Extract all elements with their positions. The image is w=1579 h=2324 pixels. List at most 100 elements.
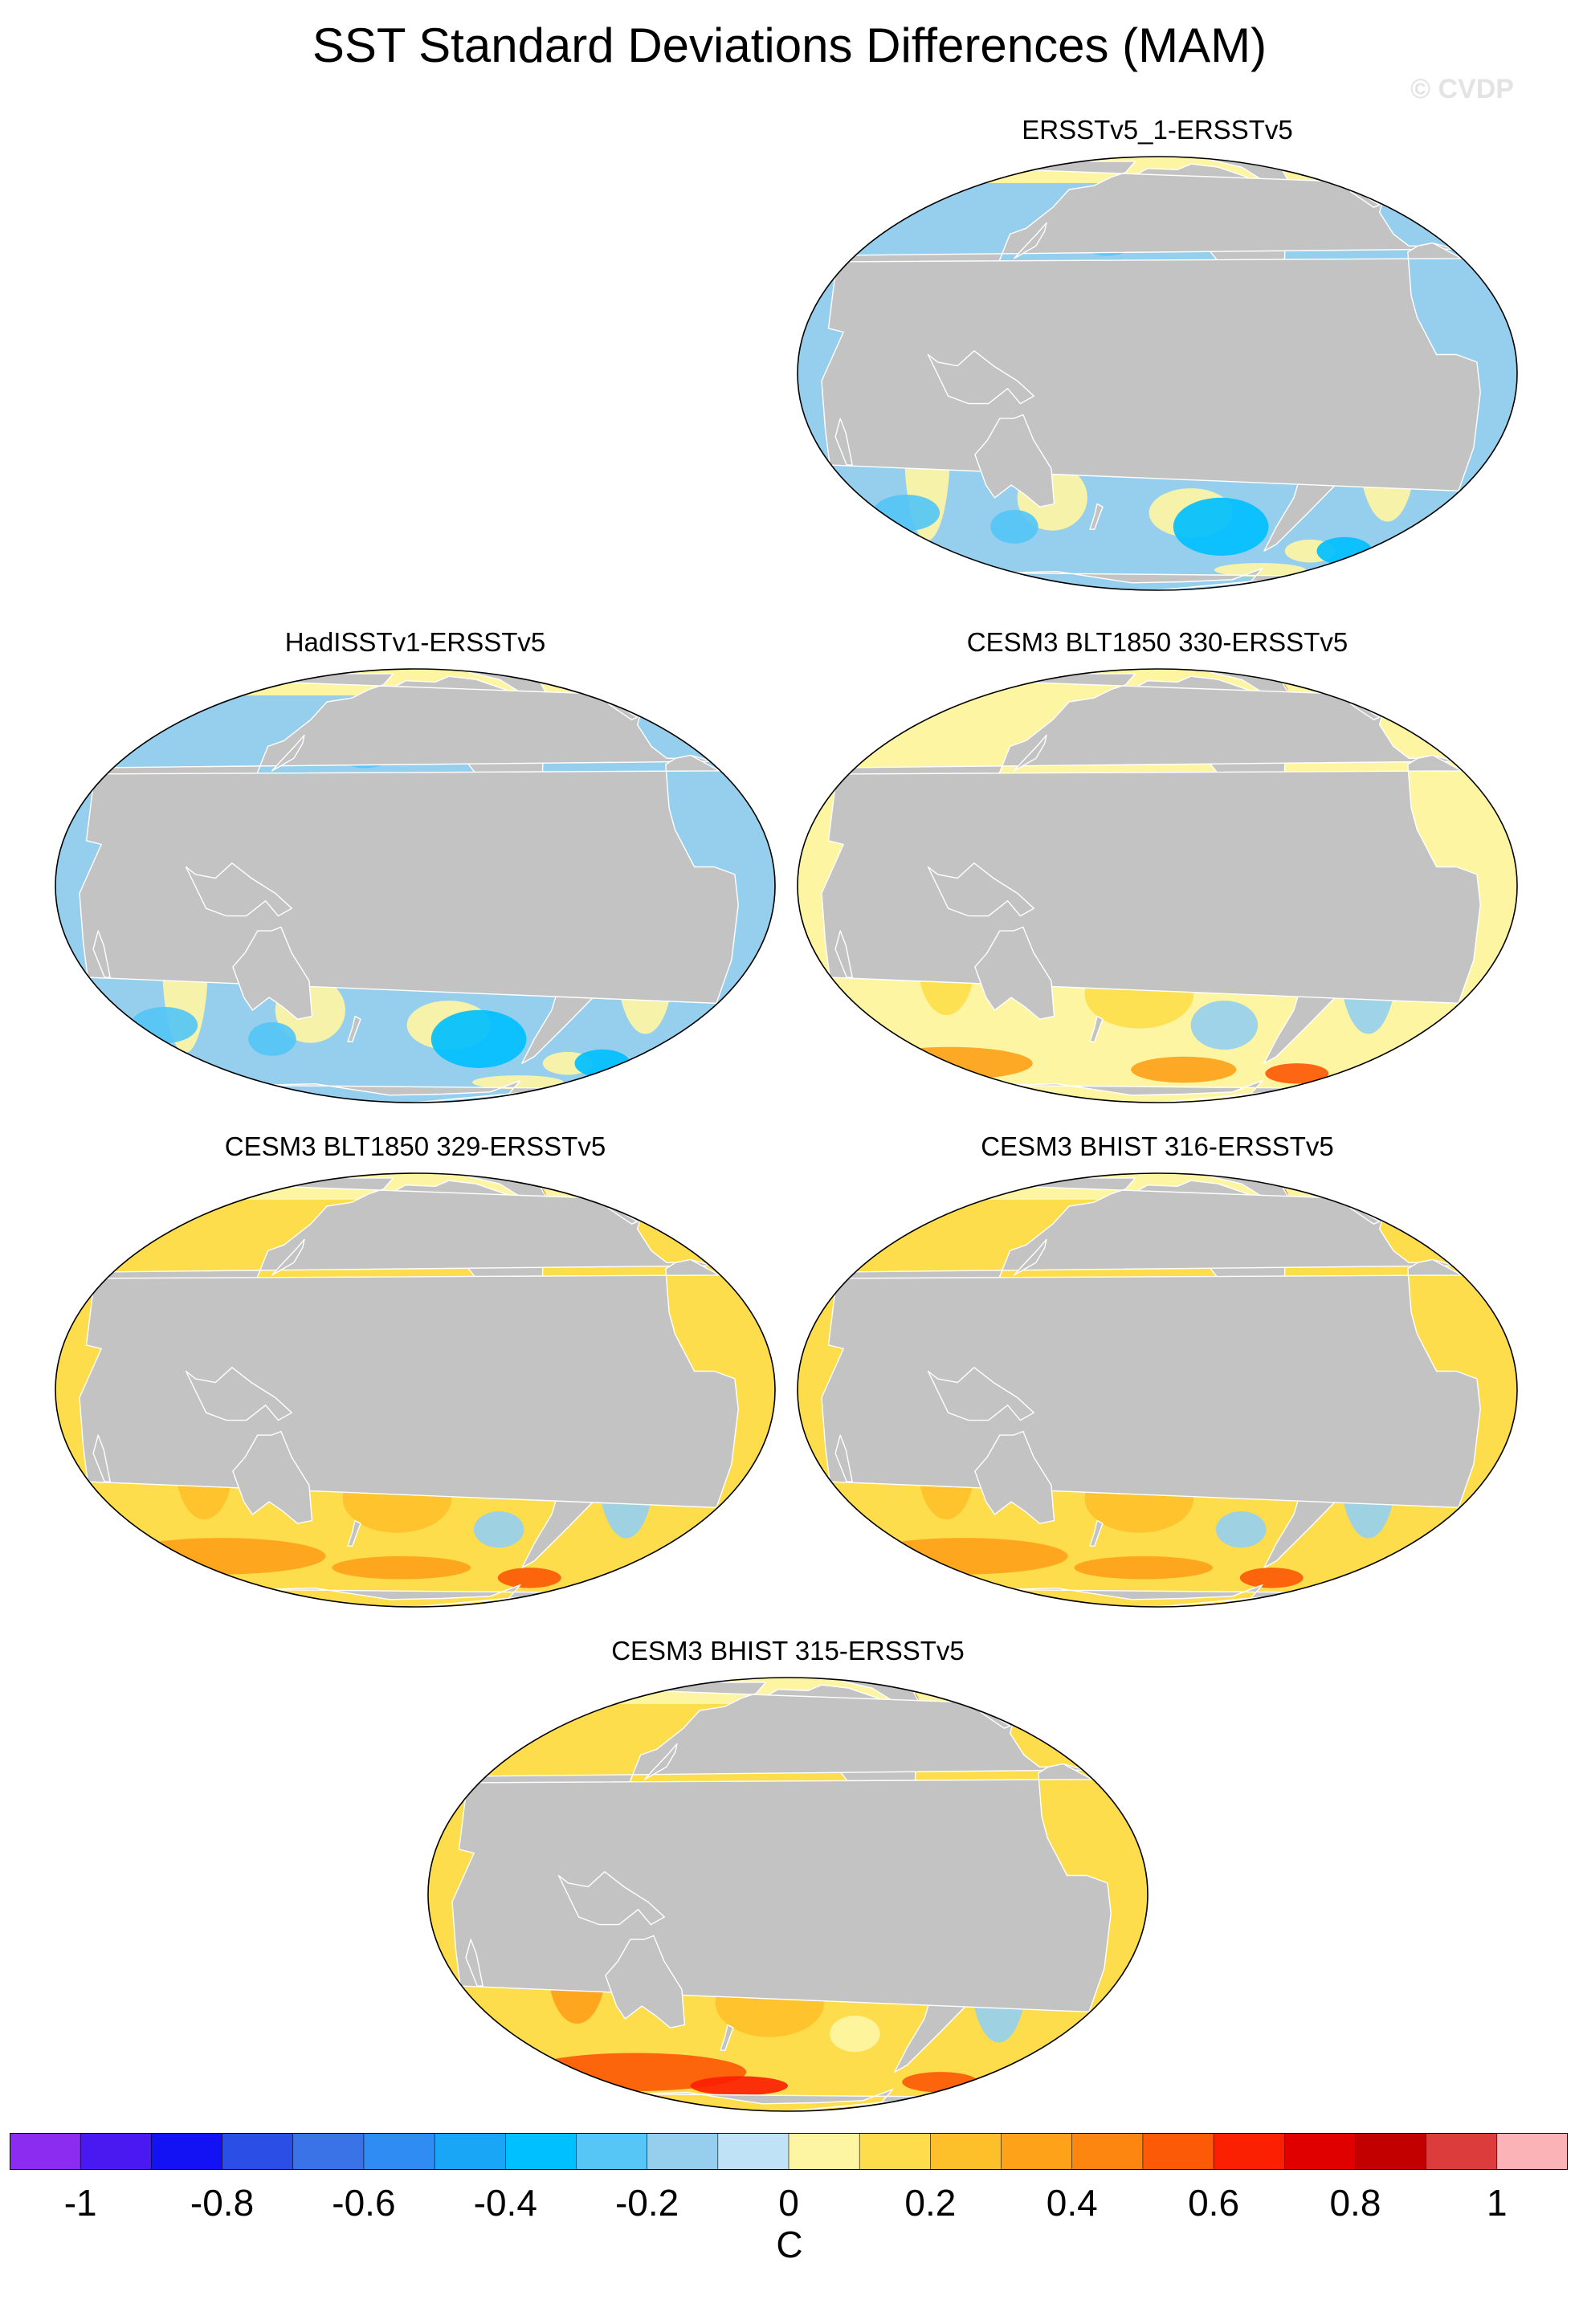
anomaly-patch (1215, 1511, 1267, 1548)
land-australia (974, 926, 1055, 1020)
land-newZealand (347, 1519, 361, 1547)
land-masses (451, 1678, 1112, 2111)
anomaly-patch (859, 1538, 1068, 1575)
map-panel-cesm3-blt1850-330: CESM3 BLT1850 330-ERSSTv5 (792, 626, 1523, 1108)
land-indonesia (927, 862, 1034, 917)
colorbar-tick-labels: -1 -0.8 -0.6 -0.4 -0.2 0 0.2 0.4 0.6 0.8 1 (0, 2181, 1579, 2229)
anomaly-patch (1173, 497, 1269, 556)
colorbar-tick-label: -0.8 (190, 2182, 255, 2224)
land-japan (1014, 1238, 1047, 1276)
colorbar-swatch (1001, 2133, 1073, 2170)
anomaly-patch (497, 1568, 561, 1588)
land-madagascar (92, 930, 111, 978)
anomaly-patch (473, 1511, 524, 1548)
colorbar-tick-label: 0.6 (1188, 2182, 1240, 2224)
colorbar-swatch (1496, 2133, 1568, 2170)
colorbar-tick-label: 0.4 (1046, 2182, 1098, 2224)
land-masses (821, 157, 1481, 590)
sst-difference-map (797, 668, 1518, 1103)
colorbar-swatch (647, 2133, 719, 2170)
colorbar-swatch (363, 2133, 435, 2170)
colorbar (10, 2133, 1568, 2170)
anomaly-patch (430, 1009, 527, 1068)
land-masses (821, 670, 1481, 1103)
anomaly-patch (872, 495, 940, 532)
anomaly-patch (248, 1021, 296, 1056)
colorbar-swatch (1355, 2133, 1427, 2170)
panel-title: CESM3 BLT1850 330-ERSSTv5 (966, 627, 1348, 657)
colorbar-tick-label: 0 (778, 2182, 799, 2224)
anomaly-patch (332, 1555, 471, 1580)
colorbar-tick-label: -0.2 (614, 2182, 679, 2224)
land-japan (1014, 222, 1047, 259)
land-africa (451, 1763, 1112, 2016)
land-japan (644, 1743, 678, 1780)
colorbar-swatch (1142, 2133, 1214, 2170)
panel-title: CESM3 BHIST 316-ERSSTv5 (981, 1131, 1334, 1161)
colorbar-swatch (1214, 2133, 1285, 2170)
land-africa (821, 242, 1481, 495)
colorbar-tick-label: 0.2 (904, 2182, 957, 2224)
map-outline (55, 1172, 776, 1608)
colorbar-swatch (151, 2133, 223, 2170)
sst-difference-map (797, 1172, 1518, 1608)
colorbar-tick-label: 1 (1487, 2182, 1508, 2224)
anomaly-patch (1265, 1063, 1329, 1084)
map-panel-cesm3-bhist-315: CESM3 BHIST 315-ERSSTv5 (422, 1635, 1153, 2117)
anomaly-patch (830, 2016, 880, 2053)
colorbar-tick-label: -1 (63, 2182, 97, 2224)
land-australia (605, 1935, 686, 2028)
colorbar-swatch (222, 2133, 294, 2170)
colorbar-swatch (505, 2133, 577, 2170)
land-newZealand (720, 2024, 734, 2051)
land-newZealand (1089, 1015, 1104, 1042)
land-newZealand (1089, 503, 1104, 530)
land-japan (1014, 734, 1047, 772)
colorbar-tick-label: -0.4 (473, 2182, 537, 2224)
colorbar-swatch (576, 2133, 648, 2170)
land-africa (821, 1258, 1481, 1512)
land-newZealand (1089, 1519, 1104, 1547)
colorbar-tick-label: -0.6 (332, 2182, 396, 2224)
land-indonesia (185, 862, 292, 917)
land-madagascar (465, 1939, 483, 1987)
panel-title: CESM3 BHIST 315-ERSSTv5 (611, 1636, 965, 1666)
anomaly-patch (1131, 1056, 1237, 1083)
panel-title: ERSSTv5_1-ERSSTv5 (1022, 115, 1293, 145)
colorbar-swatch (1284, 2133, 1357, 2170)
map-panel-hadisstv1: HadISSTv1-ERSSTv5 (50, 626, 781, 1108)
colorbar-swatch (10, 2133, 81, 2170)
sst-difference-map (427, 1677, 1149, 2112)
colorbar-unit-label: C (776, 2224, 803, 2265)
colorbar-swatch (859, 2133, 931, 2170)
colorbar-swatch (1426, 2133, 1498, 2170)
map-outline (797, 1172, 1518, 1608)
land-africa (79, 1258, 739, 1512)
map-outline (797, 668, 1518, 1103)
colorbar-swatch (789, 2133, 860, 2170)
land-japan (271, 1238, 305, 1276)
colorbar-swatch (717, 2133, 790, 2170)
land-africa (821, 754, 1481, 1008)
colorbar-swatch (80, 2133, 152, 2170)
map-outline (797, 156, 1518, 591)
anomaly-patch (1190, 1001, 1259, 1050)
land-masses (79, 670, 739, 1103)
land-indonesia (185, 1367, 292, 1421)
land-australia (974, 1430, 1055, 1524)
sst-difference-map (55, 668, 776, 1103)
colorbar-swatch (930, 2133, 1002, 2170)
land-masses (79, 1174, 739, 1607)
anomaly-patch (1074, 1555, 1213, 1580)
anomaly-patch (116, 1538, 326, 1575)
anomaly-patch (690, 2076, 788, 2096)
colorbar-swatch (1071, 2133, 1144, 2170)
land-madagascar (834, 418, 853, 466)
land-australia (232, 926, 313, 1020)
colorbar-swatch (292, 2133, 365, 2170)
land-indonesia (557, 1871, 665, 1926)
figure-title: SST Standard Deviations Differences (MAM… (312, 18, 1267, 72)
map-outline (427, 1677, 1149, 2112)
land-madagascar (834, 1434, 853, 1482)
land-indonesia (927, 1367, 1034, 1421)
